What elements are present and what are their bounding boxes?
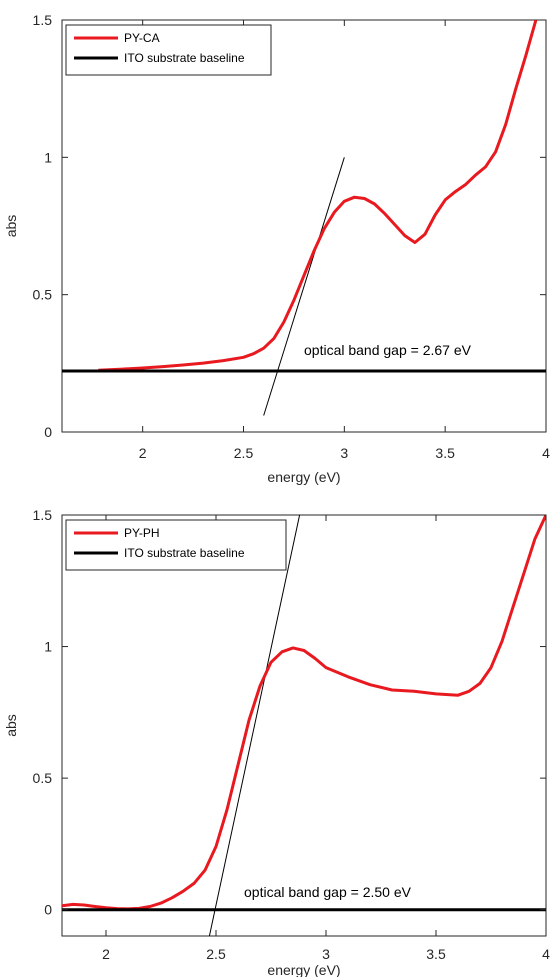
chart-1-xtick-label-1: 2.5 bbox=[234, 445, 254, 461]
chart-1-legend-label-0: PY-CA bbox=[124, 31, 160, 45]
chart-2-xtick-label-3: 3.5 bbox=[426, 946, 446, 962]
chart-2-ylabel: abs bbox=[3, 714, 19, 737]
chart-1-legend-box bbox=[65, 24, 272, 76]
chart-2-xlabel: energy (eV) bbox=[267, 962, 340, 977]
chart-1-xlabel: energy (eV) bbox=[267, 469, 340, 485]
chart-1-ytick-label-3: 1.5 bbox=[33, 12, 53, 28]
chart-1-ytick-label-2: 1 bbox=[44, 149, 52, 165]
chart-2-legend-label-1: ITO substrate baseline bbox=[124, 546, 245, 560]
chart-2-xtick-label-0: 2 bbox=[102, 946, 110, 962]
chart-2-legend-box bbox=[65, 519, 287, 571]
chart-2-ytick-label-2: 1 bbox=[44, 639, 52, 655]
chart-1-annotation: optical band gap = 2.67 eV bbox=[304, 342, 472, 358]
chart-2-ytick-label-0: 0 bbox=[44, 902, 52, 918]
chart-1-xtick-label-3: 3.5 bbox=[435, 445, 455, 461]
chart-2-annotation: optical band gap = 2.50 eV bbox=[244, 884, 412, 900]
chart-2-tangent-line bbox=[208, 515, 301, 936]
chart-1-legend-label-1: ITO substrate baseline bbox=[124, 51, 245, 65]
chart-1-xtick-label-4: 4 bbox=[542, 445, 550, 461]
chart-2-xtick-label-4: 4 bbox=[542, 946, 550, 962]
chart-2-axes-box bbox=[61, 514, 547, 937]
chart-1-absorbance-line bbox=[98, 20, 538, 372]
chart-1-axes-box bbox=[61, 19, 547, 433]
chart-1-ytick-label-1: 0.5 bbox=[33, 287, 53, 303]
chart-1-xtick-label-0: 2 bbox=[139, 445, 147, 461]
chart-2-ytick-label-3: 1.5 bbox=[33, 507, 53, 523]
chart-2-xtick-label-2: 3 bbox=[322, 946, 330, 962]
chart-2-legend-label-0: PY-PH bbox=[124, 526, 160, 540]
chart-2-ytick-label-1: 0.5 bbox=[33, 770, 53, 786]
chart-2-xtick-label-1: 2.5 bbox=[206, 946, 226, 962]
chart-1-xtick-label-2: 3 bbox=[340, 445, 348, 461]
chart-1-ytick-label-0: 0 bbox=[44, 424, 52, 440]
chart-1-ylabel: abs bbox=[3, 215, 19, 238]
